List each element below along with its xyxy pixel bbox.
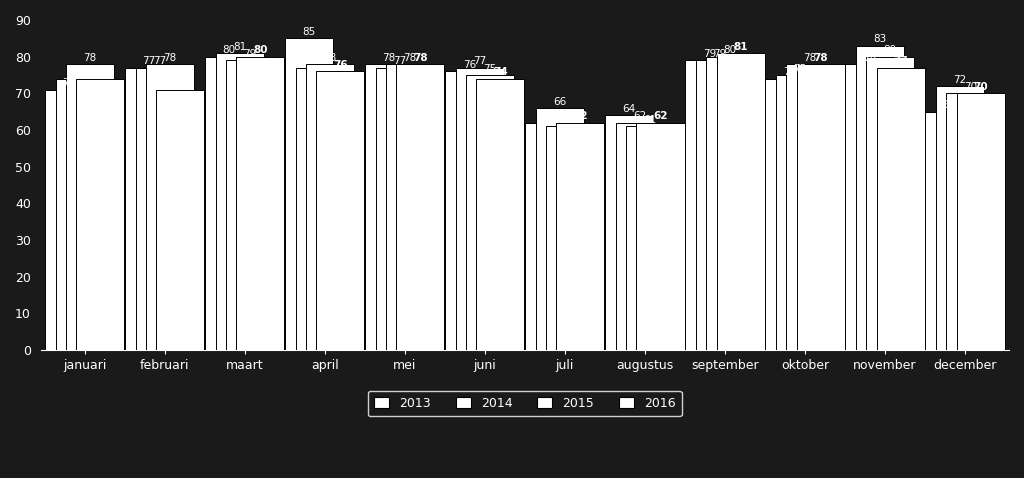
- Bar: [776, 75, 823, 350]
- Text: 78: 78: [413, 53, 428, 63]
- Text: 74: 74: [782, 67, 796, 77]
- Text: 61: 61: [563, 115, 577, 125]
- Bar: [637, 123, 684, 350]
- Text: 80: 80: [724, 45, 736, 55]
- Bar: [125, 68, 173, 350]
- Bar: [296, 68, 344, 350]
- Text: 74: 74: [93, 67, 108, 77]
- Text: 75: 75: [794, 64, 806, 74]
- Text: 71: 71: [173, 78, 187, 88]
- Bar: [707, 57, 754, 350]
- Bar: [605, 115, 653, 350]
- Bar: [626, 126, 674, 350]
- Text: 78: 78: [863, 53, 876, 63]
- Text: 66: 66: [553, 97, 566, 107]
- Bar: [546, 126, 594, 350]
- Bar: [956, 93, 1005, 350]
- Bar: [695, 60, 743, 350]
- Bar: [146, 64, 194, 350]
- Text: 61: 61: [643, 115, 656, 125]
- Bar: [286, 38, 333, 350]
- Text: 70: 70: [964, 82, 977, 92]
- Bar: [797, 64, 845, 350]
- Bar: [525, 123, 573, 350]
- Text: 78: 78: [403, 53, 417, 63]
- Text: 78: 78: [324, 53, 337, 63]
- Text: 80: 80: [222, 45, 236, 55]
- Bar: [306, 64, 354, 350]
- Bar: [376, 68, 424, 350]
- Bar: [66, 64, 114, 350]
- Bar: [237, 57, 285, 350]
- Text: 77: 77: [393, 56, 407, 66]
- Text: 62: 62: [653, 111, 668, 121]
- Text: 76: 76: [333, 60, 348, 70]
- Text: 65: 65: [943, 100, 956, 110]
- Bar: [685, 60, 733, 350]
- Bar: [765, 79, 813, 350]
- Text: 62: 62: [573, 111, 588, 121]
- Bar: [216, 53, 263, 350]
- Text: 77: 77: [153, 56, 166, 66]
- Text: 77: 77: [473, 56, 486, 66]
- Bar: [135, 68, 183, 350]
- Bar: [366, 64, 414, 350]
- Text: 83: 83: [873, 34, 887, 44]
- Bar: [386, 64, 434, 350]
- Text: 72: 72: [953, 75, 967, 85]
- Bar: [466, 75, 514, 350]
- Bar: [226, 60, 274, 350]
- Bar: [476, 79, 524, 350]
- Bar: [866, 57, 914, 350]
- Bar: [157, 90, 205, 350]
- Bar: [877, 68, 925, 350]
- Text: 80: 80: [884, 45, 897, 55]
- Text: 78: 78: [83, 53, 96, 63]
- Bar: [536, 108, 584, 350]
- Bar: [946, 93, 994, 350]
- Text: 77: 77: [893, 56, 908, 66]
- Bar: [77, 79, 124, 350]
- Text: 71: 71: [62, 78, 76, 88]
- Bar: [205, 57, 253, 350]
- Text: 62: 62: [543, 111, 556, 121]
- Bar: [55, 79, 103, 350]
- Bar: [556, 123, 604, 350]
- Text: 78: 78: [804, 53, 817, 63]
- Text: 79: 79: [244, 49, 257, 59]
- Bar: [615, 123, 664, 350]
- Bar: [445, 71, 494, 350]
- Bar: [456, 68, 504, 350]
- Bar: [846, 64, 893, 350]
- Text: 75: 75: [483, 64, 497, 74]
- Text: 77: 77: [313, 56, 327, 66]
- Text: 81: 81: [232, 42, 246, 52]
- Bar: [717, 53, 765, 350]
- Text: 74: 74: [494, 67, 508, 77]
- Text: 80: 80: [253, 45, 267, 55]
- Bar: [936, 86, 984, 350]
- Bar: [856, 46, 904, 350]
- Bar: [786, 64, 835, 350]
- Legend: 2013, 2014, 2015, 2016: 2013, 2014, 2015, 2016: [368, 391, 682, 416]
- Bar: [396, 64, 444, 350]
- Text: 74: 74: [73, 67, 86, 77]
- Text: 77: 77: [142, 56, 156, 66]
- Text: 78: 78: [164, 53, 176, 63]
- Text: 81: 81: [733, 42, 748, 52]
- Text: 70: 70: [973, 82, 988, 92]
- Text: 78: 78: [383, 53, 396, 63]
- Text: 79: 79: [713, 49, 726, 59]
- Bar: [45, 90, 93, 350]
- Text: 78: 78: [813, 53, 827, 63]
- Text: 76: 76: [463, 60, 476, 70]
- Bar: [316, 71, 365, 350]
- Text: 79: 79: [702, 49, 716, 59]
- Text: 62: 62: [633, 111, 646, 121]
- Bar: [926, 112, 974, 350]
- Text: 85: 85: [302, 27, 315, 37]
- Text: 64: 64: [623, 104, 636, 114]
